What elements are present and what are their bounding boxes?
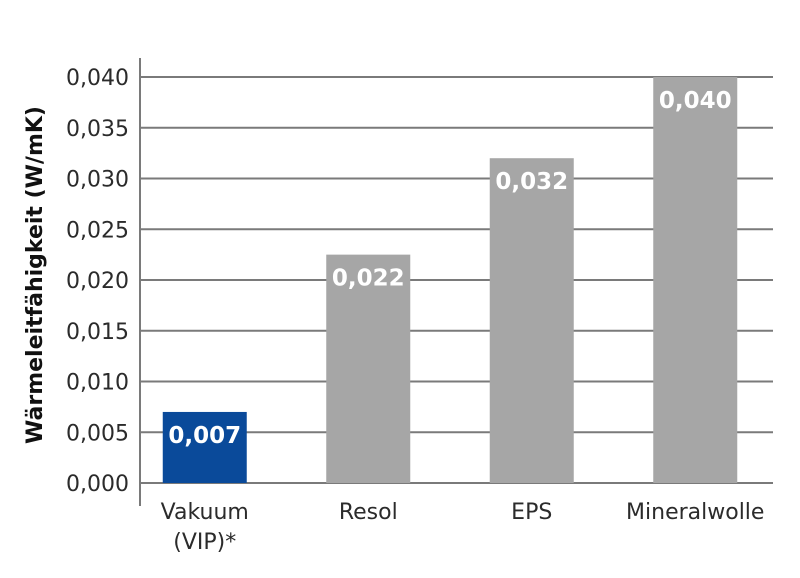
- y-tick-label: 0,010: [66, 371, 129, 396]
- category-label: Mineralwolle: [626, 500, 764, 525]
- y-tick-label: 0,025: [66, 218, 129, 243]
- category-label: Vakuum: [161, 500, 249, 525]
- bar: [489, 158, 574, 483]
- data-label: 0,022: [332, 266, 405, 292]
- data-label: 0,007: [168, 423, 241, 449]
- bar: [326, 254, 411, 483]
- y-tick-labels: 0,000 0,005 0,010 0,015 0,020 0,025 0,030 0,035…: [66, 66, 129, 497]
- bar: [653, 77, 738, 483]
- y-tick-label: 0,000: [66, 472, 129, 497]
- category-labels: Vakuum (VIP)* Resol EPS Mineralwolle: [161, 500, 765, 555]
- category-label: Resol: [339, 500, 398, 525]
- bars: [162, 77, 738, 483]
- y-axis-title: Wärmeleitfähigkeit (W/mK): [23, 106, 48, 444]
- data-label: 0,040: [659, 88, 732, 114]
- data-labels: 0,007 0,022 0,032 0,040: [168, 88, 731, 449]
- bar: [162, 411, 247, 483]
- y-tick-label: 0,030: [66, 168, 129, 193]
- y-tick-label: 0,015: [66, 320, 129, 345]
- y-tick-label: 0,035: [66, 117, 129, 142]
- data-label: 0,032: [495, 169, 568, 195]
- y-tick-label: 0,040: [66, 66, 129, 91]
- category-label: (VIP)*: [173, 530, 236, 555]
- y-tick-label: 0,005: [66, 421, 129, 446]
- category-label: EPS: [511, 500, 552, 525]
- y-tick-label: 0,020: [66, 269, 129, 294]
